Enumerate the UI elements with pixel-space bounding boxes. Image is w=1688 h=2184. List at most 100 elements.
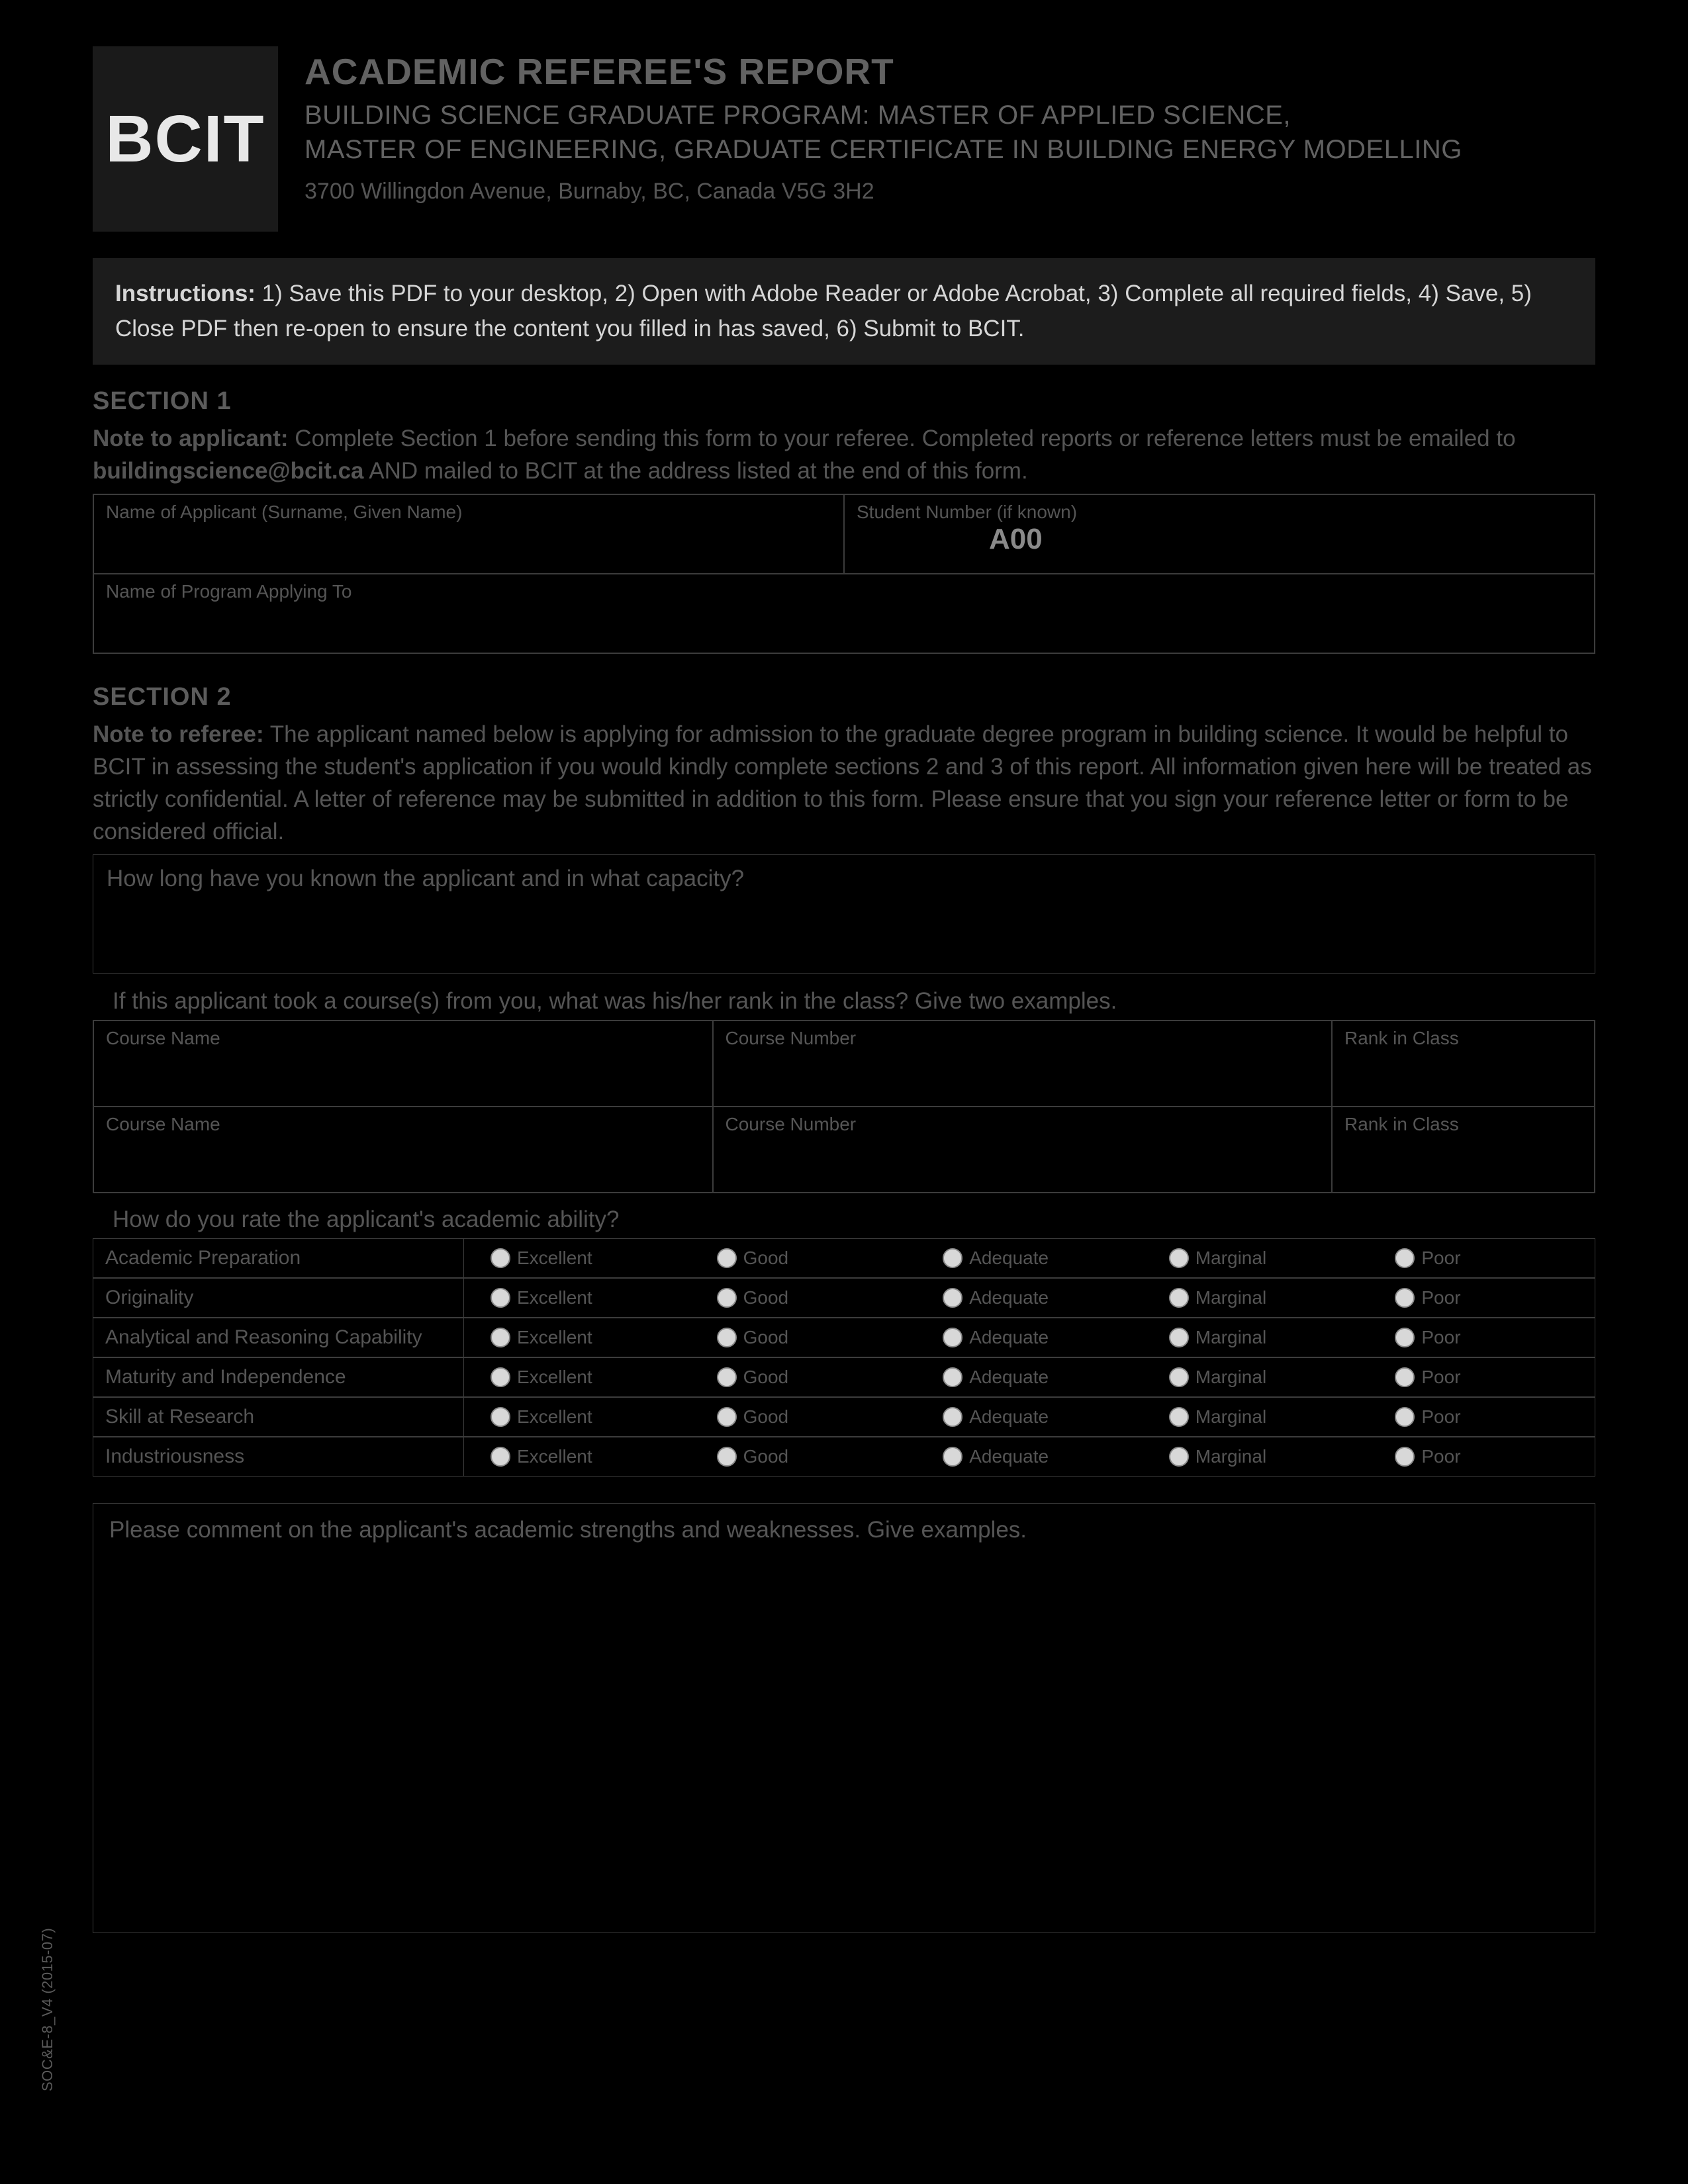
known-field[interactable]: How long have you known the applicant an…: [93, 854, 1595, 974]
rating-option[interactable]: Good: [690, 1279, 917, 1317]
radio-icon[interactable]: [943, 1328, 962, 1347]
radio-icon[interactable]: [943, 1288, 962, 1308]
radio-icon[interactable]: [1169, 1367, 1189, 1387]
rating-option[interactable]: Marginal: [1143, 1437, 1369, 1476]
radio-icon[interactable]: [943, 1367, 962, 1387]
rating-criterion-label: Originality: [93, 1279, 464, 1317]
course2-name-label: Course Name: [106, 1114, 700, 1135]
radio-icon[interactable]: [1395, 1288, 1415, 1308]
rating-option[interactable]: Poor: [1368, 1318, 1595, 1357]
instructions-box: Instructions: 1) Save this PDF to your d…: [93, 258, 1595, 365]
radio-icon[interactable]: [717, 1407, 737, 1427]
radio-icon[interactable]: [1169, 1288, 1189, 1308]
course2-name-field[interactable]: Course Name: [93, 1107, 713, 1193]
rating-option[interactable]: Adequate: [916, 1437, 1143, 1476]
applicant-name-field[interactable]: Name of Applicant (Surname, Given Name): [93, 494, 844, 574]
bcit-logo: BCIT: [93, 46, 278, 232]
rating-option[interactable]: Excellent: [464, 1398, 690, 1436]
rating-option[interactable]: Excellent: [464, 1437, 690, 1476]
radio-icon[interactable]: [1395, 1328, 1415, 1347]
rating-option[interactable]: Excellent: [464, 1279, 690, 1317]
course1-number-field[interactable]: Course Number: [713, 1021, 1333, 1107]
radio-label: Excellent: [517, 1406, 592, 1428]
rating-option[interactable]: Adequate: [916, 1398, 1143, 1436]
section1-note-a: Complete Section 1 before sending this f…: [289, 426, 1516, 451]
student-number-label: Student Number (if known): [857, 502, 1582, 523]
course1-rank-field[interactable]: Rank in Class: [1332, 1021, 1595, 1107]
radio-icon[interactable]: [1169, 1248, 1189, 1268]
program-label: Name of Program Applying To: [106, 581, 1582, 602]
rating-criterion-label: Analytical and Reasoning Capability: [93, 1318, 464, 1357]
radio-icon[interactable]: [717, 1288, 737, 1308]
rating-option[interactable]: Marginal: [1143, 1279, 1369, 1317]
radio-icon[interactable]: [491, 1248, 510, 1268]
section2-label: SECTION 2: [93, 683, 1595, 711]
program-field[interactable]: Name of Program Applying To: [93, 574, 1595, 653]
radio-icon[interactable]: [1169, 1407, 1189, 1427]
radio-label: Excellent: [517, 1287, 592, 1308]
rating-option[interactable]: Excellent: [464, 1358, 690, 1396]
course2-rank-label: Rank in Class: [1344, 1114, 1582, 1135]
radio-icon[interactable]: [717, 1447, 737, 1467]
rating-option[interactable]: Adequate: [916, 1239, 1143, 1277]
course1-name-label: Course Name: [106, 1028, 700, 1049]
rating-option[interactable]: Marginal: [1143, 1358, 1369, 1396]
radio-icon[interactable]: [491, 1447, 510, 1467]
radio-label: Adequate: [969, 1248, 1049, 1269]
radio-label: Excellent: [517, 1446, 592, 1467]
rating-option[interactable]: Good: [690, 1358, 917, 1396]
course2-number-field[interactable]: Course Number: [713, 1107, 1333, 1193]
title-sub-line2: MASTER OF ENGINEERING, GRADUATE CERTIFIC…: [305, 135, 1462, 164]
section1-table: Name of Applicant (Surname, Given Name) …: [93, 494, 1595, 654]
rating-option[interactable]: Marginal: [1143, 1239, 1369, 1277]
radio-icon[interactable]: [943, 1447, 962, 1467]
rating-option[interactable]: Marginal: [1143, 1318, 1369, 1357]
radio-icon[interactable]: [717, 1248, 737, 1268]
radio-icon[interactable]: [1395, 1447, 1415, 1467]
radio-label: Poor: [1421, 1287, 1460, 1308]
radio-icon[interactable]: [943, 1248, 962, 1268]
radio-icon[interactable]: [1169, 1328, 1189, 1347]
rating-option[interactable]: Good: [690, 1437, 917, 1476]
rating-row: Analytical and Reasoning CapabilityExcel…: [93, 1318, 1595, 1357]
rating-option[interactable]: Poor: [1368, 1398, 1595, 1436]
radio-icon[interactable]: [491, 1288, 510, 1308]
radio-icon[interactable]: [491, 1328, 510, 1347]
rating-criterion-label: Industriousness: [93, 1437, 464, 1476]
radio-icon[interactable]: [1169, 1447, 1189, 1467]
rating-option[interactable]: Excellent: [464, 1318, 690, 1357]
applicant-name-label: Name of Applicant (Surname, Given Name): [106, 502, 831, 523]
radio-icon[interactable]: [717, 1367, 737, 1387]
title-main: ACADEMIC REFEREE'S REPORT: [305, 50, 1462, 93]
rating-option[interactable]: Excellent: [464, 1239, 690, 1277]
comments-field[interactable]: Please comment on the applicant's academ…: [93, 1503, 1595, 1933]
rating-option[interactable]: Good: [690, 1398, 917, 1436]
rating-option[interactable]: Good: [690, 1318, 917, 1357]
radio-icon[interactable]: [491, 1407, 510, 1427]
radio-icon[interactable]: [717, 1328, 737, 1347]
rating-option[interactable]: Good: [690, 1239, 917, 1277]
rating-option[interactable]: Poor: [1368, 1437, 1595, 1476]
rating-option[interactable]: Poor: [1368, 1279, 1595, 1317]
course1-name-field[interactable]: Course Name: [93, 1021, 713, 1107]
rating-option[interactable]: Poor: [1368, 1239, 1595, 1277]
section1-note-b: AND mailed to BCIT at the address listed…: [364, 458, 1028, 484]
student-number-field[interactable]: Student Number (if known) A00: [844, 494, 1595, 574]
radio-label: Adequate: [969, 1287, 1049, 1308]
rating-option[interactable]: Adequate: [916, 1358, 1143, 1396]
rating-options: ExcellentGoodAdequateMarginalPoor: [464, 1358, 1595, 1396]
rating-options: ExcellentGoodAdequateMarginalPoor: [464, 1318, 1595, 1357]
radio-icon[interactable]: [1395, 1367, 1415, 1387]
radio-icon[interactable]: [1395, 1248, 1415, 1268]
rating-option[interactable]: Adequate: [916, 1279, 1143, 1317]
rating-option[interactable]: Marginal: [1143, 1398, 1369, 1436]
rating-option[interactable]: Adequate: [916, 1318, 1143, 1357]
radio-icon[interactable]: [1395, 1407, 1415, 1427]
rating-option[interactable]: Poor: [1368, 1358, 1595, 1396]
rating-options: Excellent GoodAdequateMarginalPoor: [464, 1398, 1595, 1436]
title-sub: BUILDING SCIENCE GRADUATE PROGRAM: MASTE…: [305, 98, 1462, 167]
course2-rank-field[interactable]: Rank in Class: [1332, 1107, 1595, 1193]
radio-icon[interactable]: [943, 1407, 962, 1427]
radio-icon[interactable]: [491, 1367, 510, 1387]
courses-question: If this applicant took a course(s) from …: [93, 980, 1595, 1020]
